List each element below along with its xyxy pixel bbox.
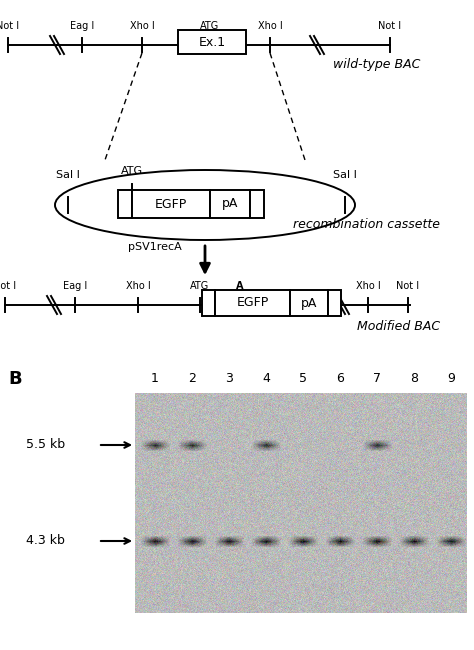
Text: 5.5 kb: 5.5 kb <box>26 439 65 452</box>
Text: 2: 2 <box>188 372 196 385</box>
Text: ATG: ATG <box>201 21 219 31</box>
Text: Sal I: Sal I <box>333 170 357 180</box>
Text: Sal I: Sal I <box>56 170 80 180</box>
Text: EGFP: EGFP <box>155 198 187 211</box>
Text: Eag I: Eag I <box>70 21 94 31</box>
Text: Xho I: Xho I <box>258 21 283 31</box>
Bar <box>328 290 341 316</box>
Text: 9: 9 <box>447 372 455 385</box>
Text: 8: 8 <box>410 372 418 385</box>
Text: Not I: Not I <box>0 281 17 291</box>
Bar <box>178 30 246 54</box>
Bar <box>290 290 328 316</box>
Text: 1: 1 <box>151 372 159 385</box>
Text: A: A <box>236 281 244 291</box>
Text: Ex.1: Ex.1 <box>199 36 226 49</box>
Text: Not I: Not I <box>0 21 19 31</box>
Text: Modified BAC: Modified BAC <box>357 320 440 333</box>
Text: wild-type BAC: wild-type BAC <box>333 58 420 71</box>
Bar <box>250 190 264 218</box>
Text: Xho I: Xho I <box>126 281 150 291</box>
Text: Not I: Not I <box>378 21 401 31</box>
Text: B: B <box>8 370 22 388</box>
Text: Xho I: Xho I <box>356 281 380 291</box>
Text: 3: 3 <box>225 372 233 385</box>
Bar <box>202 290 215 316</box>
Text: EGFP: EGFP <box>237 296 269 309</box>
Bar <box>132 190 210 218</box>
Text: pSV1recA: pSV1recA <box>128 242 182 252</box>
Bar <box>118 190 132 218</box>
Ellipse shape <box>55 170 355 240</box>
Bar <box>215 290 290 316</box>
Text: ATG: ATG <box>191 281 210 291</box>
Text: pA: pA <box>222 198 238 211</box>
Text: 5: 5 <box>299 372 307 385</box>
Text: ATG: ATG <box>121 166 143 176</box>
Text: 6: 6 <box>336 372 344 385</box>
Text: 4.3 kb: 4.3 kb <box>26 534 65 547</box>
Text: pA: pA <box>301 296 317 309</box>
Text: 4: 4 <box>262 372 270 385</box>
Text: Eag I: Eag I <box>63 281 87 291</box>
Text: recombination cassette: recombination cassette <box>293 218 440 231</box>
Text: 7: 7 <box>373 372 381 385</box>
Text: Xho I: Xho I <box>129 21 155 31</box>
Bar <box>210 190 250 218</box>
Text: Not I: Not I <box>396 281 419 291</box>
